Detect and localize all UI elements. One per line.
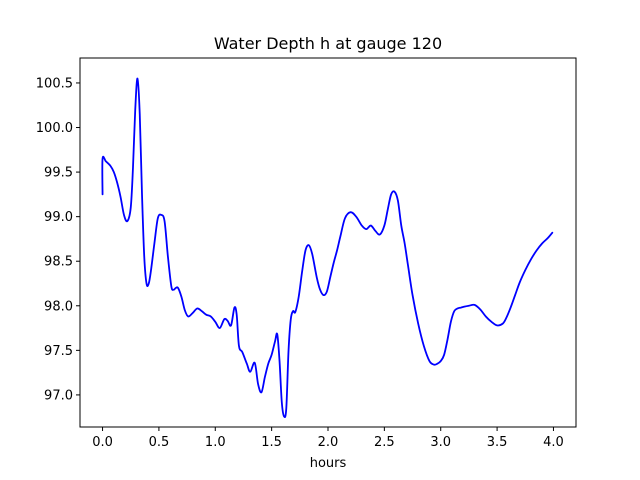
y-tick-label: 100.0 <box>36 121 73 136</box>
y-axis: 97.0 97.5 98.0 98.5 99.0 99.5 100.0 100.5 <box>36 76 80 403</box>
x-tick-label: 0.0 <box>92 435 113 450</box>
x-tick-label: 2.5 <box>374 435 395 450</box>
x-axis-label: hours <box>310 456 347 471</box>
series-line-water-depth <box>101 77 554 419</box>
x-axis: 0.0 0.5 1.0 1.5 2.0 2.5 3.0 3.5 4.0 <box>92 427 564 450</box>
y-tick-label: 97.5 <box>44 344 73 359</box>
y-tick-label: 100.5 <box>36 76 73 91</box>
x-tick-label: 1.5 <box>261 435 282 450</box>
x-tick-label: 2.0 <box>318 435 339 450</box>
x-tick-label: 1.0 <box>205 435 226 450</box>
x-tick-label: 3.5 <box>487 435 508 450</box>
x-tick-label: 0.5 <box>149 435 170 450</box>
y-tick-label: 99.0 <box>44 210 73 225</box>
y-tick-label: 98.0 <box>44 299 73 314</box>
chart-title: Water Depth h at gauge 120 <box>214 34 442 53</box>
plot-area: 0.0 0.5 1.0 1.5 2.0 2.5 3.0 3.5 4.0 97.0 97.5 98.0… <box>36 57 577 450</box>
y-tick-label: 98.5 <box>44 255 73 270</box>
y-tick-label: 97.0 <box>44 388 73 403</box>
x-tick-label: 4.0 <box>543 435 564 450</box>
y-tick-label: 99.5 <box>44 166 73 181</box>
x-tick-label: 3.0 <box>430 435 451 450</box>
